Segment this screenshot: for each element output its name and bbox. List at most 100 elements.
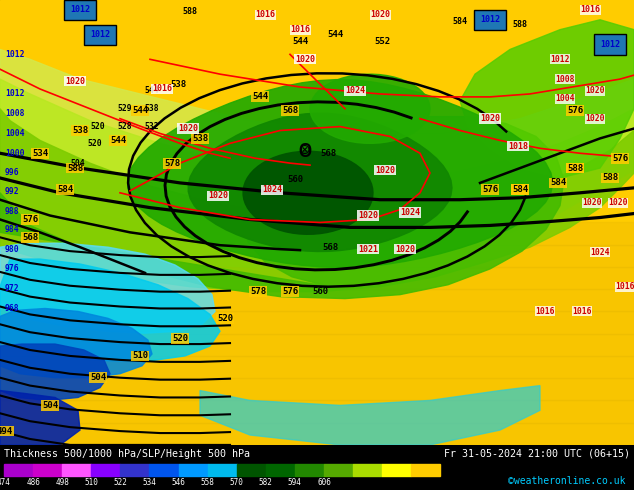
Text: 1024: 1024 xyxy=(400,208,420,217)
Text: 1020: 1020 xyxy=(375,166,395,174)
Bar xyxy=(411,464,441,476)
Text: 588: 588 xyxy=(67,164,83,172)
Polygon shape xyxy=(0,356,634,378)
Text: 560: 560 xyxy=(287,175,303,184)
Text: 520: 520 xyxy=(91,122,105,131)
Polygon shape xyxy=(0,133,634,156)
Text: 520: 520 xyxy=(87,139,102,148)
Text: 1020: 1020 xyxy=(480,114,500,123)
Bar xyxy=(91,464,120,476)
Text: 1016: 1016 xyxy=(152,84,172,94)
Polygon shape xyxy=(0,245,634,267)
Text: 1024: 1024 xyxy=(345,86,365,96)
Bar xyxy=(324,464,353,476)
Polygon shape xyxy=(0,200,634,222)
Polygon shape xyxy=(0,111,634,133)
Text: 546: 546 xyxy=(172,478,186,487)
Text: 1020: 1020 xyxy=(178,124,198,133)
Text: 1012: 1012 xyxy=(5,50,25,59)
Text: 576: 576 xyxy=(567,106,583,115)
Text: 1012: 1012 xyxy=(5,90,25,98)
Text: 544: 544 xyxy=(252,93,268,101)
Bar xyxy=(266,464,295,476)
Text: 568: 568 xyxy=(22,233,38,242)
Text: 538: 538 xyxy=(170,79,186,89)
Text: 522: 522 xyxy=(113,478,127,487)
Text: 474: 474 xyxy=(0,478,11,487)
Text: 1012: 1012 xyxy=(550,55,570,64)
Text: 538: 538 xyxy=(192,134,208,143)
Bar xyxy=(236,464,266,476)
Text: 968: 968 xyxy=(5,304,20,313)
Text: 976: 976 xyxy=(5,265,20,273)
Polygon shape xyxy=(243,151,373,234)
Text: 534: 534 xyxy=(143,478,157,487)
Text: 1012: 1012 xyxy=(480,15,500,24)
Text: 1016: 1016 xyxy=(290,25,310,34)
Polygon shape xyxy=(310,74,430,144)
Text: 1016: 1016 xyxy=(615,282,634,291)
Text: Thickness 500/1000 hPa/SLP/Height 500 hPa: Thickness 500/1000 hPa/SLP/Height 500 hP… xyxy=(4,449,250,459)
Polygon shape xyxy=(0,309,152,378)
Text: 1020: 1020 xyxy=(358,211,378,220)
Text: 544: 544 xyxy=(110,136,126,145)
Bar xyxy=(208,464,236,476)
Text: 1020: 1020 xyxy=(608,198,628,207)
Polygon shape xyxy=(0,423,634,445)
Bar xyxy=(295,464,324,476)
Text: 584: 584 xyxy=(57,185,73,195)
Text: 504: 504 xyxy=(90,373,106,382)
Polygon shape xyxy=(460,20,634,178)
Text: 1016: 1016 xyxy=(535,307,555,316)
Text: 1016: 1016 xyxy=(580,5,600,14)
Text: 504: 504 xyxy=(70,159,86,168)
Text: 538: 538 xyxy=(145,104,159,113)
Polygon shape xyxy=(0,0,634,22)
Bar xyxy=(382,464,411,476)
Polygon shape xyxy=(0,109,634,292)
Polygon shape xyxy=(188,113,452,251)
Text: 520: 520 xyxy=(172,334,188,343)
Text: 520: 520 xyxy=(217,314,233,323)
Text: 576: 576 xyxy=(482,185,498,195)
Polygon shape xyxy=(0,243,215,333)
Polygon shape xyxy=(0,334,634,356)
Text: 1018: 1018 xyxy=(508,142,528,151)
Text: 1008: 1008 xyxy=(5,109,25,118)
Polygon shape xyxy=(0,222,634,245)
Polygon shape xyxy=(0,49,634,252)
Text: 578: 578 xyxy=(250,287,266,296)
Text: 576: 576 xyxy=(282,287,298,296)
Polygon shape xyxy=(0,344,110,400)
Text: 568: 568 xyxy=(282,106,298,115)
Text: 1016: 1016 xyxy=(573,307,592,316)
Text: 529: 529 xyxy=(118,104,133,113)
Text: 1020: 1020 xyxy=(208,191,228,200)
Text: 498: 498 xyxy=(55,478,69,487)
Text: 538: 538 xyxy=(72,126,88,135)
Text: 988: 988 xyxy=(5,207,20,216)
Polygon shape xyxy=(0,45,634,67)
Polygon shape xyxy=(0,117,564,298)
Text: 996: 996 xyxy=(5,168,20,176)
Text: 980: 980 xyxy=(5,245,20,254)
Text: 992: 992 xyxy=(5,187,20,196)
Text: Fr 31-05-2024 21:00 UTC (06+15): Fr 31-05-2024 21:00 UTC (06+15) xyxy=(444,449,630,459)
Text: 1024: 1024 xyxy=(262,185,282,195)
Polygon shape xyxy=(0,67,634,89)
Polygon shape xyxy=(0,178,634,200)
Polygon shape xyxy=(0,79,634,269)
Bar xyxy=(4,464,33,476)
Text: 1020: 1020 xyxy=(585,114,605,123)
Text: 588: 588 xyxy=(183,7,198,16)
Text: 1020: 1020 xyxy=(585,86,605,96)
Text: 584: 584 xyxy=(453,17,467,26)
Bar xyxy=(179,464,208,476)
Text: 528: 528 xyxy=(118,122,133,131)
Text: 570: 570 xyxy=(230,478,243,487)
Text: ⊗: ⊗ xyxy=(299,143,311,157)
Text: 544: 544 xyxy=(292,37,308,46)
Polygon shape xyxy=(0,400,634,423)
Text: 594: 594 xyxy=(288,478,302,487)
Polygon shape xyxy=(0,289,634,312)
